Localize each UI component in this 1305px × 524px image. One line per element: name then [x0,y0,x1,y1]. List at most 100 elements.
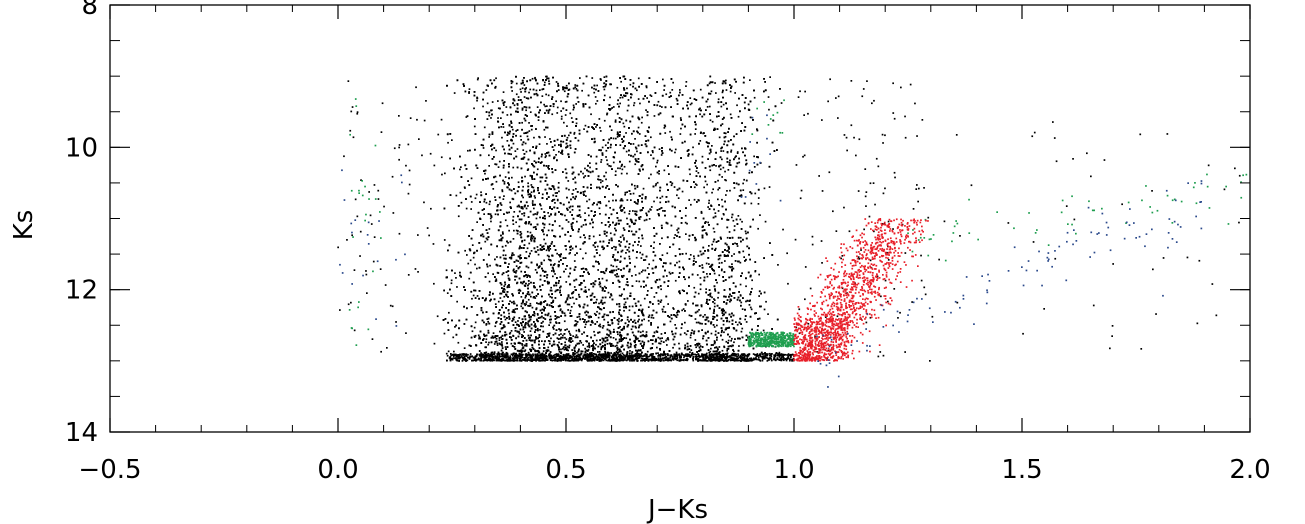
black-point [701,264,704,266]
black-point [610,129,613,131]
black-point [620,172,623,175]
black-point [595,298,598,301]
black-point [710,347,712,350]
black-point [469,259,472,262]
black-point [536,168,539,171]
black-point [621,293,623,296]
black-point [518,330,520,333]
black-point [504,219,507,222]
black-point [650,154,652,156]
black-point [708,202,710,204]
black-point [731,216,733,219]
black-point [529,302,532,305]
black-point [598,302,600,305]
black-point [637,326,640,329]
black-point [537,119,540,121]
black-point [608,165,610,167]
black-point [750,202,753,205]
black-point [674,234,677,236]
black-point [658,148,661,150]
black-point [558,316,560,319]
black-point [603,119,606,122]
black-point [721,176,723,178]
black-point [736,245,739,247]
black-point [753,155,755,158]
black-point [707,98,709,101]
black-point [536,106,539,108]
black-point [548,80,550,82]
black-point [502,126,505,128]
black-point [492,188,495,190]
black-point [634,153,636,156]
black-point [701,322,703,325]
black-point [526,247,529,250]
black-point [661,337,663,339]
black-point [473,125,476,128]
black-point [606,113,608,116]
black-point [684,278,686,281]
black-point [482,359,485,362]
black-point [711,191,713,194]
black-point [655,330,658,332]
black-point [689,103,692,106]
black-point [748,304,751,306]
black-point [650,136,652,139]
black-point [576,252,578,254]
black-point [525,87,527,89]
black-point [712,188,714,191]
black-point [536,327,539,330]
black-point [717,198,719,201]
black-point [735,321,737,323]
black-point [569,312,571,314]
black-point [531,200,534,202]
black-point [544,156,547,159]
black-point [585,314,588,316]
black-point [657,100,660,103]
black-point [560,115,563,118]
black-point [494,196,496,198]
black-point [597,178,599,181]
black-point [559,286,561,289]
black-point [536,213,538,216]
black-point [706,275,709,278]
black-point [706,106,709,108]
black-point [476,78,479,81]
black-point [725,327,727,329]
black-point [730,151,732,153]
black-point [503,295,506,298]
black-point [546,304,548,306]
black-point [641,359,644,362]
black-point [527,191,529,194]
black-point [488,280,491,283]
black-point [493,351,496,353]
black-point [452,336,455,339]
black-point [547,346,550,349]
black-point [600,161,602,163]
black-point [613,245,615,248]
black-point [733,253,735,255]
black-point [585,195,587,197]
black-point [636,150,638,153]
black-point [599,201,601,203]
black-point [638,133,641,135]
black-point [604,144,607,147]
black-point [694,318,697,320]
black-point [598,351,601,353]
black-point [716,347,719,350]
black-point [471,297,473,300]
black-point [676,314,679,316]
black-point [560,348,562,351]
black-point [725,79,727,82]
black-point [552,199,554,201]
black-point [706,300,708,303]
black-point [591,218,593,221]
black-point [542,229,544,231]
black-point [514,321,517,323]
black-point [628,309,631,312]
black-point [538,143,541,145]
black-point [512,223,515,225]
black-point [630,358,632,361]
black-point [619,353,622,356]
black-point [508,312,510,315]
black-point [661,106,663,108]
